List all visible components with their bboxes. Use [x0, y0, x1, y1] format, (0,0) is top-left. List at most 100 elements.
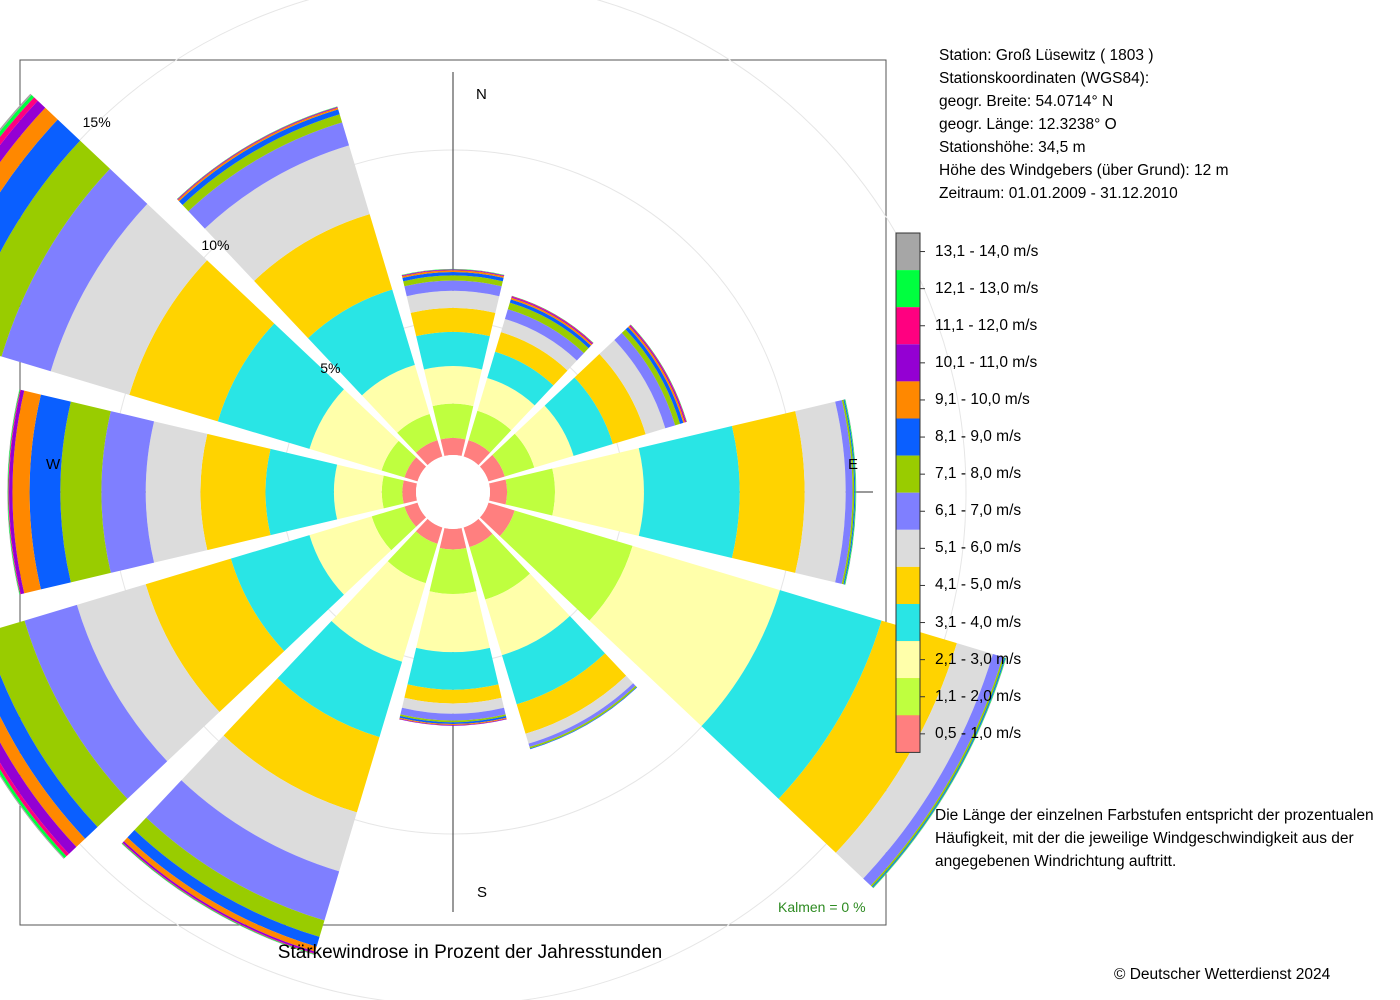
- sector-0-band-10: [401, 269, 505, 277]
- legend-swatch-9: [896, 381, 920, 419]
- sector-210-band-7: [134, 817, 325, 937]
- sector-0-band-7: [403, 275, 503, 287]
- sector-60-band-0: [479, 454, 505, 482]
- sector-0-band-6: [404, 280, 502, 297]
- legend-label-3: 3,1 - 4,0 m/s: [935, 613, 1022, 631]
- legend-label-2: 2,1 - 3,0 m/s: [935, 650, 1022, 668]
- sector-240-band-5: [76, 584, 220, 762]
- sector-180-band-0: [439, 528, 467, 550]
- sector-300: [0, 93, 427, 482]
- calm-center: [416, 455, 490, 529]
- sector-210-band-0: [415, 518, 443, 544]
- ring-label-1: 5%: [320, 360, 340, 376]
- sector-210-band-1: [387, 531, 438, 584]
- sector-240-band-7: [0, 620, 128, 827]
- sector-90-band-1: [505, 468, 555, 516]
- sector-270: [7, 389, 417, 595]
- sector-180-band-2: [416, 591, 490, 653]
- sector-30-band-3: [487, 351, 554, 406]
- sector-210-band-5: [181, 735, 357, 872]
- sector-240-band-9: [0, 716, 86, 847]
- sector-90-band-7: [841, 399, 855, 585]
- sector-90-band-5: [795, 401, 846, 583]
- sector-60: [479, 324, 687, 482]
- sector-120-band-6: [863, 653, 1003, 886]
- sector-300-band-4: [129, 260, 275, 422]
- dir-label-n: N: [476, 86, 487, 103]
- sector-240-band-2: [309, 516, 392, 595]
- sector-330-band-6: [188, 122, 350, 229]
- sector-60-band-4: [574, 354, 646, 445]
- sector-270-band-10: [9, 389, 25, 595]
- station-longitude: geogr. Länge: 12.3238° O: [939, 116, 1117, 133]
- legend-label-7: 7,1 - 8,0 m/s: [935, 465, 1022, 483]
- sector-330-band-8: [179, 109, 340, 205]
- sector-300-band-11: [0, 97, 38, 146]
- sector-150-band-5: [525, 675, 634, 744]
- sector-300-band-1: [381, 440, 417, 478]
- sector-60-band-5: [599, 339, 666, 435]
- dir-label-e: E: [848, 456, 858, 473]
- sector-270-band-8: [29, 394, 71, 590]
- sector-300-band-6: [1, 168, 148, 372]
- legend-label-6: 6,1 - 7,0 m/s: [935, 502, 1022, 520]
- sector-270-band-4: [200, 433, 271, 551]
- sector-150-band-1: [469, 533, 530, 600]
- sensor-height: Höhe des Windgebers (über Grund): 12 m: [939, 162, 1229, 179]
- sector-330-band-4: [254, 214, 393, 339]
- sector-90-band-0: [489, 479, 508, 505]
- sector-270-band-13: [7, 389, 20, 595]
- sector-30: [463, 295, 594, 466]
- sector-180-band-7: [400, 714, 506, 723]
- sector-30-band-0: [463, 440, 491, 466]
- station-coords-title: Stationskoordinaten (WGS84):: [939, 70, 1150, 87]
- sector-60-band-8: [625, 327, 684, 424]
- sector-210-band-6: [146, 780, 340, 921]
- sector-30-band-1: [468, 410, 512, 453]
- sector-30-band-2: [477, 377, 535, 431]
- time-period: Zeitraum: 01.01.2009 - 31.12.2010: [939, 185, 1178, 202]
- sector-30-band-4: [495, 332, 568, 386]
- ring-3: [0, 0, 967, 1000]
- sector-240-band-11: [0, 762, 69, 857]
- sector-270-band-1: [381, 475, 404, 509]
- sector-0: [401, 268, 505, 456]
- legend-label-10: 10,1 - 11,0 m/s: [935, 353, 1038, 371]
- sector-240-band-10: [0, 742, 77, 854]
- sector-300-band-12: [0, 94, 35, 137]
- sector-330: [176, 106, 443, 466]
- sector-300-band-13: [0, 93, 32, 132]
- sector-90-band-4: [731, 411, 805, 573]
- sector-270-band-11: [8, 389, 21, 595]
- legend-swatch-8: [896, 418, 920, 456]
- legend-swatches: [895, 232, 925, 753]
- sector-210-band-3: [277, 620, 403, 738]
- sector-270-band-2: [333, 464, 384, 520]
- sector-240-band-0: [404, 502, 427, 527]
- legend-swatch-7: [896, 455, 920, 493]
- legend-swatch-6: [896, 492, 920, 530]
- station-info: Station: Groß Lüsewitz ( 1803 ) Stations…: [939, 44, 1228, 205]
- sector-300-band-8: [0, 119, 81, 253]
- legend-label-5: 5,1 - 6,0 m/s: [935, 539, 1022, 557]
- sector-0-band-2: [424, 366, 482, 407]
- sector-0-band-4: [410, 307, 496, 337]
- legend-swatch-5: [896, 529, 920, 567]
- sector-330-band-2: [361, 364, 430, 433]
- sector-30-band-6: [504, 309, 584, 361]
- legend-swatch-11: [896, 307, 920, 345]
- legend-swatch-1: [896, 678, 920, 716]
- sector-300-band-3: [217, 323, 344, 449]
- sector-0-band-1: [432, 403, 474, 440]
- legend-swatch-2: [896, 641, 920, 679]
- sector-270-band-0: [402, 480, 417, 504]
- sector-0-band-11: [401, 269, 505, 276]
- sector-0-band-3: [416, 331, 490, 370]
- legend-swatch-10: [896, 344, 920, 382]
- sector-270-band-12: [7, 389, 21, 595]
- legend-swatch-0: [896, 715, 920, 753]
- sector-0-band-9: [402, 270, 504, 278]
- sector-300-band-2: [309, 389, 399, 471]
- legend-swatch-13: [896, 233, 920, 271]
- station-altitude: Stationshöhe: 34,5 m: [939, 139, 1086, 156]
